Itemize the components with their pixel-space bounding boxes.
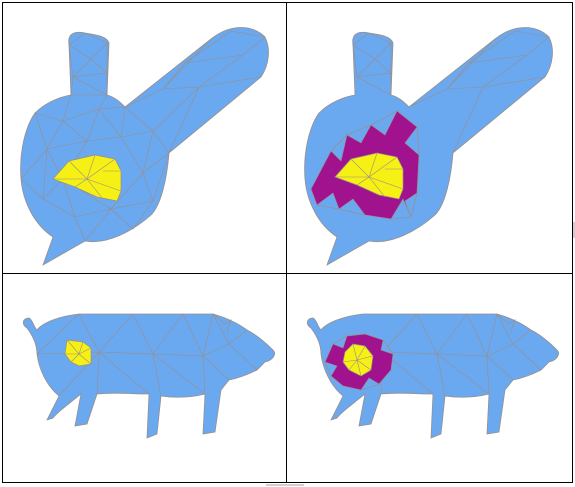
seed-edges — [53, 154, 122, 200]
pig-mesh-svg-2 — [307, 313, 559, 439]
ring-mesh-gaps — [324, 335, 394, 391]
ring-mesh-gaps — [316, 110, 420, 220]
bunny-body — [20, 27, 269, 266]
seed-edges — [335, 152, 404, 198]
ring-gaps — [316, 110, 420, 220]
bunny-mesh-svg — [20, 27, 269, 266]
seed-region — [342, 343, 374, 377]
panel-bunny-grown — [286, 2, 573, 274]
seed-edges — [342, 343, 374, 377]
pig-edges — [36, 313, 258, 397]
panel-pig-grown — [286, 273, 573, 483]
bunny-mesh — [20, 27, 269, 266]
bunny-outer-edges — [352, 30, 550, 154]
side-indicator — [573, 222, 575, 238]
ring-gaps — [324, 335, 394, 391]
pig-ear — [496, 313, 516, 333]
seed-region — [334, 152, 404, 200]
bunny-head-edges — [68, 32, 108, 96]
seed-region — [52, 154, 122, 202]
pig-mesh — [23, 313, 275, 439]
seed-edges — [65, 339, 92, 365]
panel-bunny-seed — [2, 2, 287, 274]
seed-region — [64, 339, 92, 367]
pig-ear — [212, 313, 232, 333]
panel-pig-seed — [2, 273, 287, 483]
pig-body — [23, 313, 275, 439]
pig-mesh-svg — [23, 313, 275, 439]
scroll-indicator — [266, 484, 304, 486]
bunny-mesh-svg-2 — [304, 27, 553, 266]
